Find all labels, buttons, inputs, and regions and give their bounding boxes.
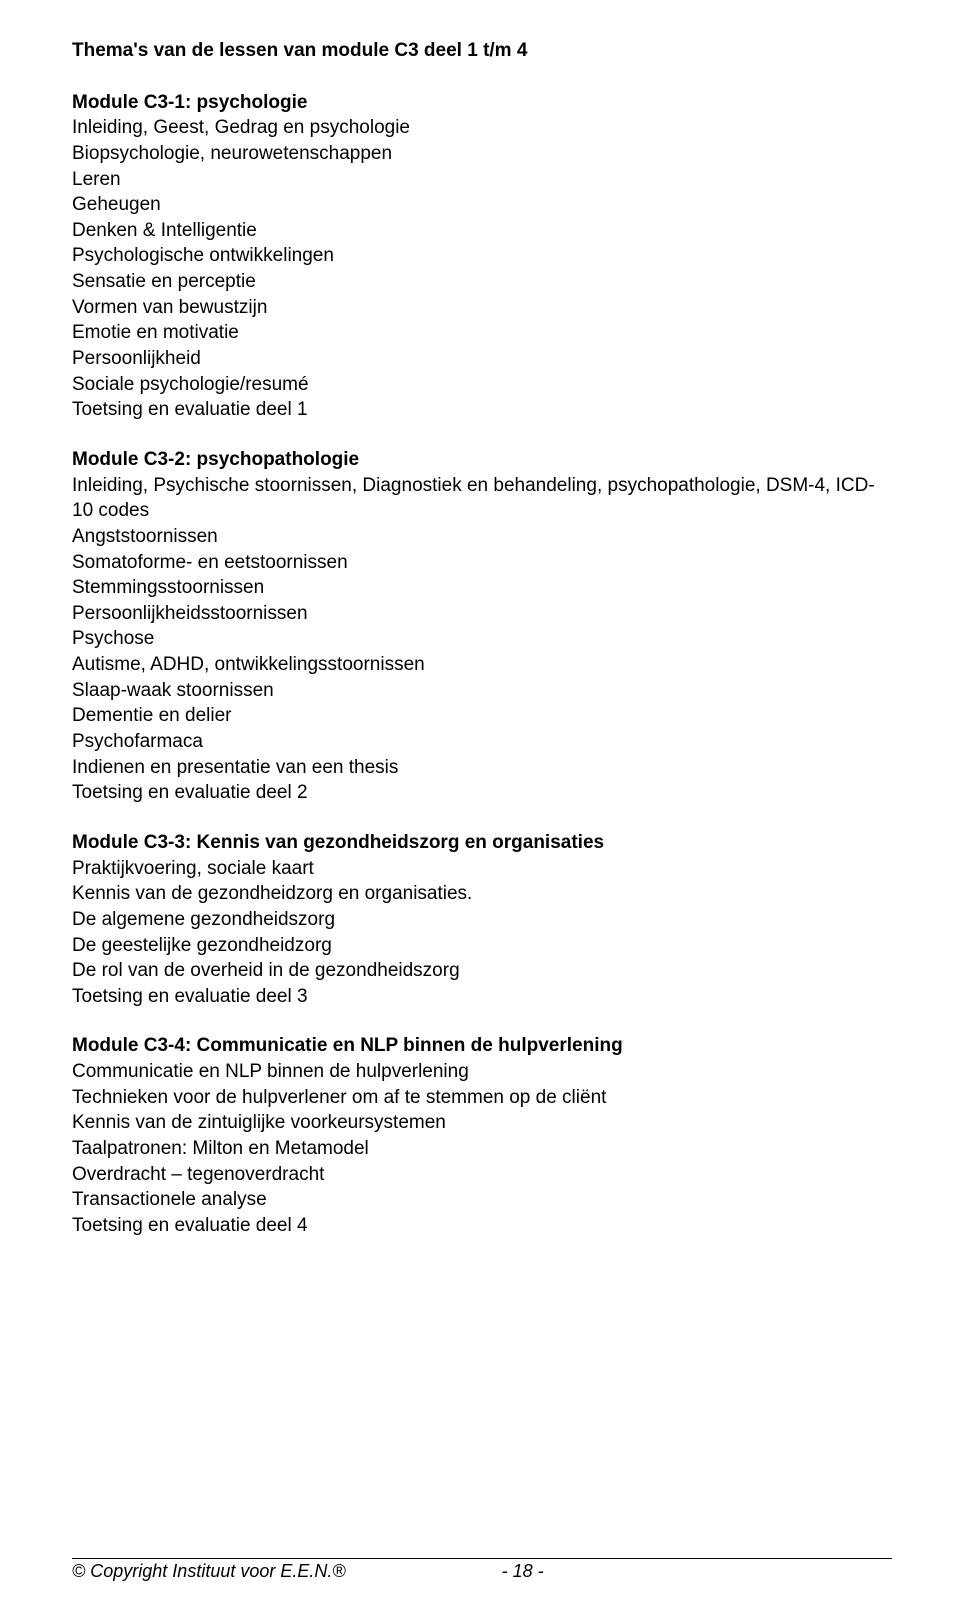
body-line: Leren xyxy=(72,167,892,193)
body-line: Stemmingsstoornissen xyxy=(72,575,892,601)
body-line: Psychose xyxy=(72,626,892,652)
body-line: Transactionele analyse xyxy=(72,1187,892,1213)
section-heading: Module C3-2: psychopathologie xyxy=(72,447,892,473)
body-line: Psychofarmaca xyxy=(72,729,892,755)
body-line: Inleiding, Psychische stoornissen, Diagn… xyxy=(72,473,892,524)
section-heading: Module C3-4: Communicatie en NLP binnen … xyxy=(72,1033,892,1059)
body-line: Emotie en motivatie xyxy=(72,320,892,346)
body-line: Slaap-waak stoornissen xyxy=(72,678,892,704)
body-line: Persoonlijkheid xyxy=(72,346,892,372)
body-line: Toetsing en evaluatie deel 4 xyxy=(72,1213,892,1239)
body-line: Geheugen xyxy=(72,192,892,218)
body-line: Toetsing en evaluatie deel 2 xyxy=(72,780,892,806)
body-line: Biopsychologie, neurowetenschappen xyxy=(72,141,892,167)
body-line: Somatoforme- en eetstoornissen xyxy=(72,550,892,576)
body-line: Taalpatronen: Milton en Metamodel xyxy=(72,1136,892,1162)
module-section-3: Module C3-3: Kennis van gezondheidszorg … xyxy=(72,830,892,1009)
module-section-2: Module C3-2: psychopathologie Inleiding,… xyxy=(72,447,892,806)
module-section-1: Module C3-1: psychologie Inleiding, Gees… xyxy=(72,90,892,423)
module-section-4: Module C3-4: Communicatie en NLP binnen … xyxy=(72,1033,892,1238)
page-footer: © Copyright Instituut voor E.E.N.® - 18 … xyxy=(72,1558,892,1582)
body-line: Sensatie en perceptie xyxy=(72,269,892,295)
body-line: Praktijkvoering, sociale kaart xyxy=(72,856,892,882)
body-line: De geestelijke gezondheidzorg xyxy=(72,933,892,959)
body-line: Inleiding, Geest, Gedrag en psychologie xyxy=(72,115,892,141)
body-line: Toetsing en evaluatie deel 3 xyxy=(72,984,892,1010)
body-line: Psychologische ontwikkelingen xyxy=(72,243,892,269)
body-line: Communicatie en NLP binnen de hulpverlen… xyxy=(72,1059,892,1085)
body-line: Autisme, ADHD, ontwikkelingsstoornissen xyxy=(72,652,892,678)
body-line: Indienen en presentatie van een thesis xyxy=(72,755,892,781)
body-line: Persoonlijkheidsstoornissen xyxy=(72,601,892,627)
section-heading: Module C3-3: Kennis van gezondheidszorg … xyxy=(72,830,892,856)
body-line: Toetsing en evaluatie deel 1 xyxy=(72,397,892,423)
body-line: Vormen van bewustzijn xyxy=(72,295,892,321)
footer-page-number: - 18 - xyxy=(502,1561,544,1582)
body-line: Sociale psychologie/resumé xyxy=(72,372,892,398)
section-heading: Module C3-1: psychologie xyxy=(72,90,892,116)
body-line: Angststoornissen xyxy=(72,524,892,550)
body-line: Technieken voor de hulpverlener om af te… xyxy=(72,1085,892,1111)
body-line: Kennis van de gezondheidzorg en organisa… xyxy=(72,881,892,907)
body-line: Kennis van de zintuiglijke voorkeursyste… xyxy=(72,1110,892,1136)
body-line: Denken & Intelligentie xyxy=(72,218,892,244)
body-line: Overdracht – tegenoverdracht xyxy=(72,1162,892,1188)
body-line: Dementie en delier xyxy=(72,703,892,729)
footer-copyright: © Copyright Instituut voor E.E.N.® xyxy=(72,1561,346,1582)
body-line: De algemene gezondheidszorg xyxy=(72,907,892,933)
body-line: De rol van de overheid in de gezondheids… xyxy=(72,958,892,984)
page-title: Thema's van de lessen van module C3 deel… xyxy=(72,38,892,64)
